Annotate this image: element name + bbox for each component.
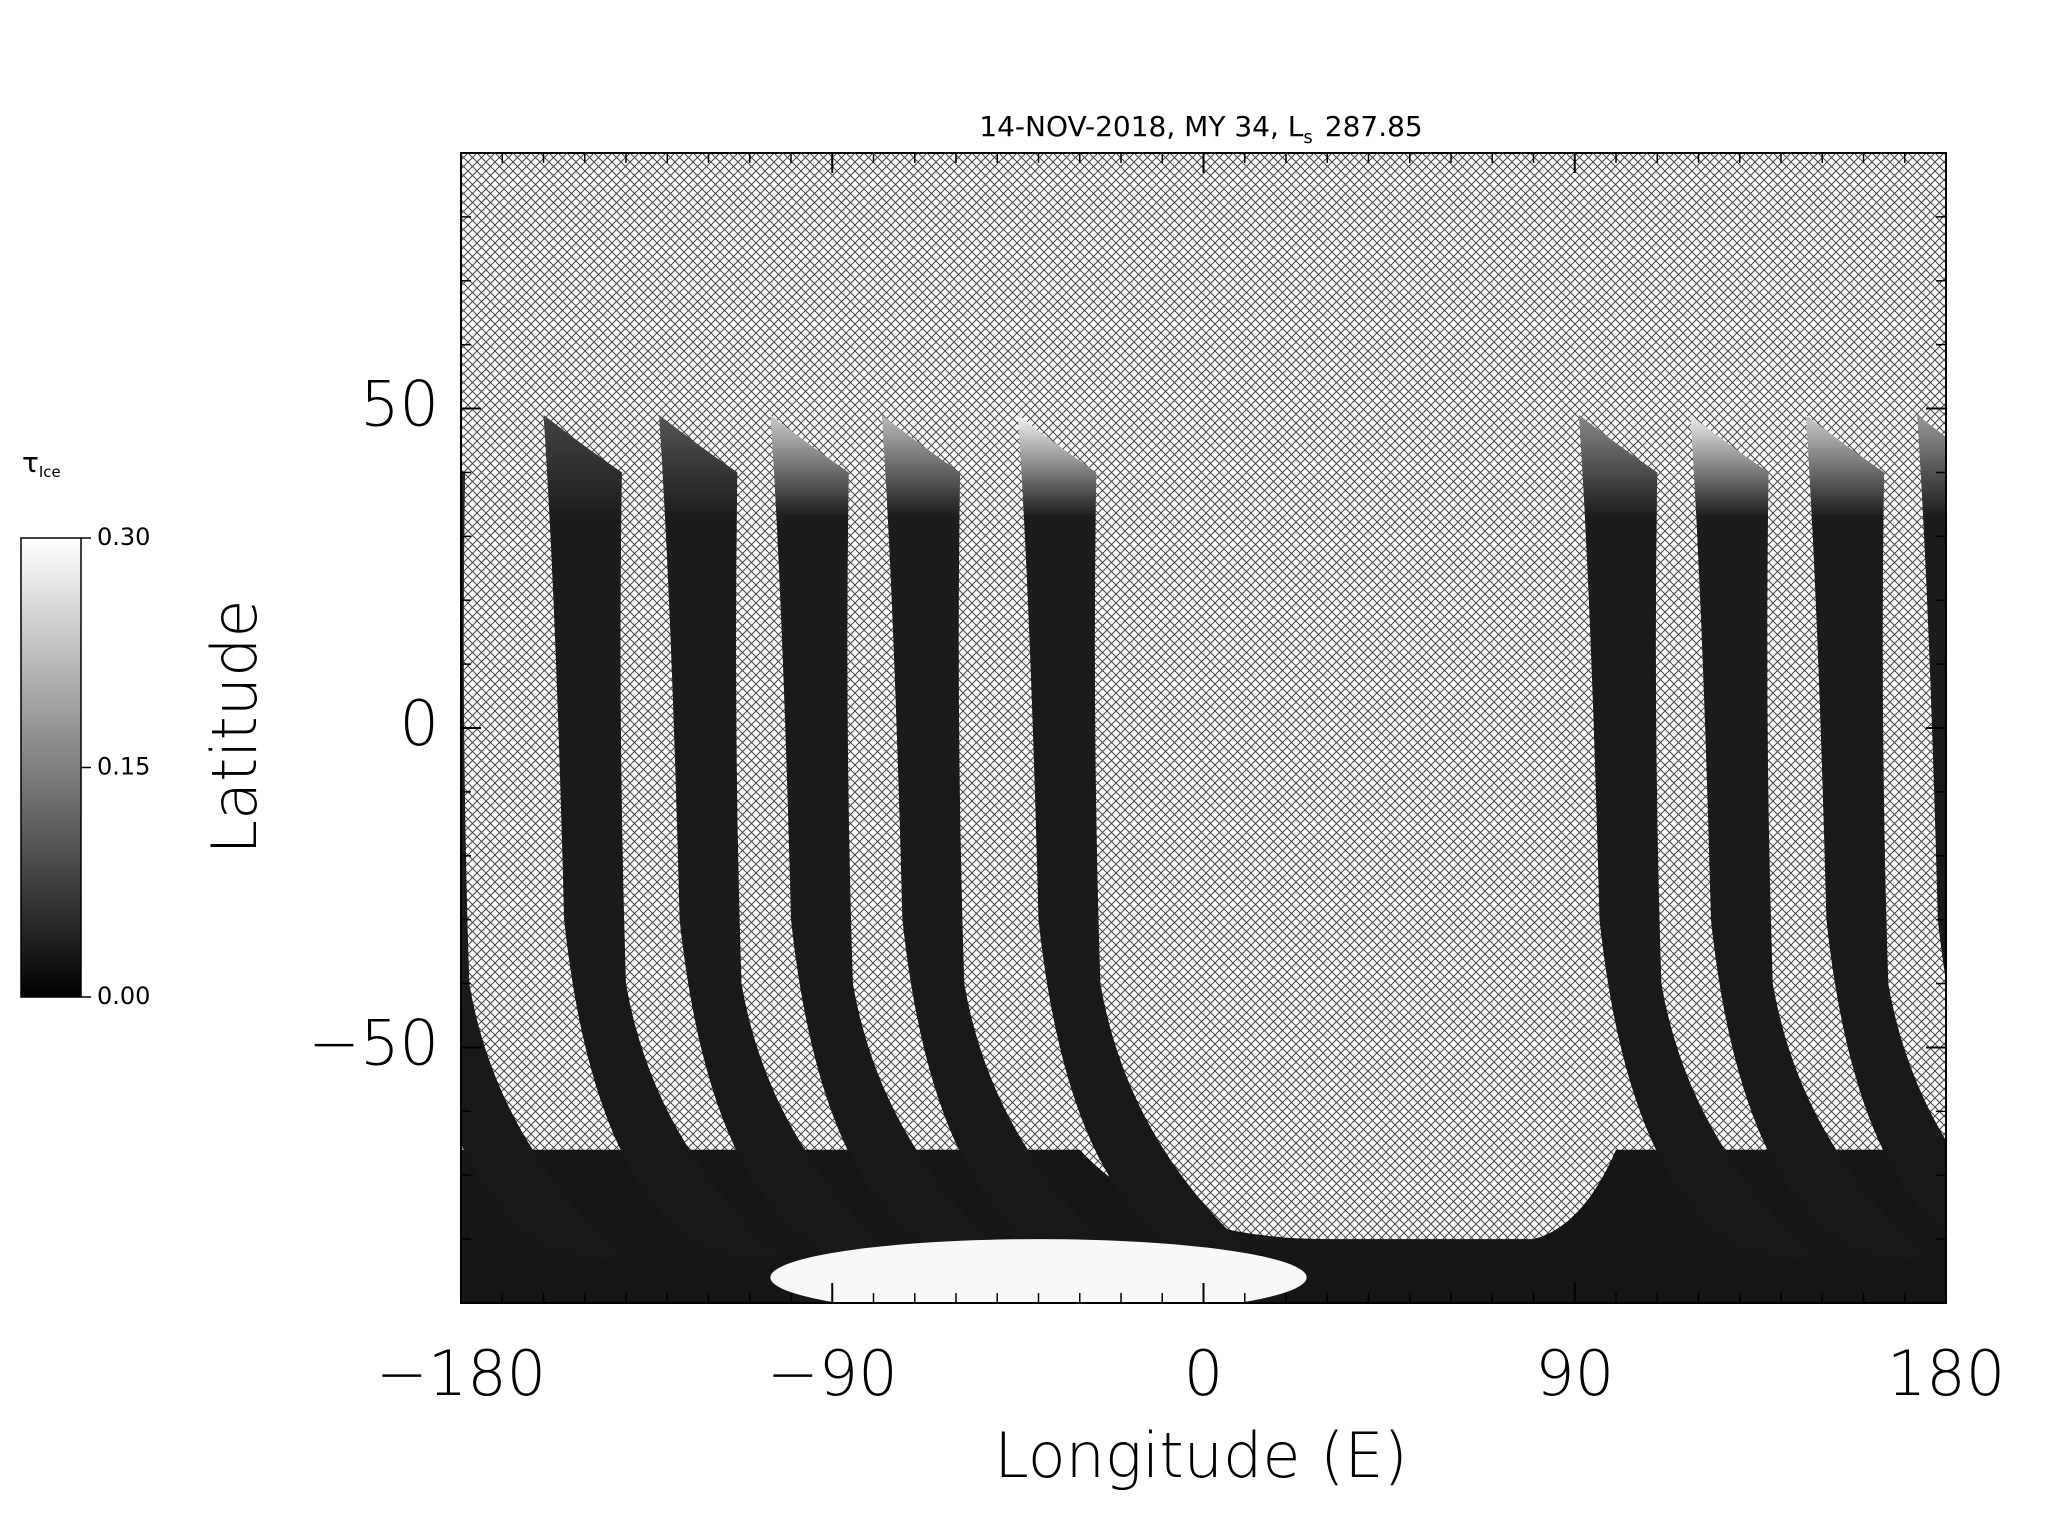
swath [1578, 414, 1827, 1265]
swath [1917, 414, 1946, 981]
swath [1690, 414, 1938, 1265]
colorbar-ticks: 0.00 0.15 0.30 [81, 523, 150, 1010]
title-main: 14-NOV-2018, MY 34, L [979, 110, 1303, 143]
title-suffix: 287.85 [1325, 110, 1423, 143]
swath [1805, 414, 1946, 1235]
swath [543, 414, 791, 1265]
x-tick-label: 90 [1535, 1337, 1614, 1410]
chart-title: 14-NOV-2018, MY 34, Ls 287.85 [979, 110, 1422, 148]
x-axis-label: Longitude (E) [994, 1419, 1407, 1492]
y-tick-label: 0 [400, 687, 439, 760]
ticks: −180 −90 0 90 180 −50 0 50 [308, 152, 2005, 1410]
colorbar-label: τIce [22, 446, 61, 481]
y-tick-label: −50 [308, 1006, 439, 1079]
colorbar-tick-label: 0.15 [97, 753, 150, 781]
y-tick-label: 50 [360, 368, 439, 441]
swath [1017, 414, 1266, 1265]
x-tick-label: 180 [1887, 1337, 2005, 1410]
swath [659, 414, 907, 1265]
x-tick-label: −90 [767, 1337, 898, 1410]
y-axis-label: Latitude [198, 599, 271, 854]
swath [881, 414, 1130, 1265]
x-tick-label: −180 [376, 1337, 546, 1410]
colorbar-subscript: Ice [39, 463, 61, 481]
colorbar-tick-label: 0.00 [97, 982, 150, 1010]
polar-ice [770, 1239, 1307, 1303]
title-subscript: s [1303, 127, 1312, 148]
title-text: 14-NOV-2018, MY 34, Ls 287.85 [979, 110, 1422, 148]
colorbar-symbol: τ [22, 446, 39, 479]
swath [770, 414, 1018, 1265]
swaths [461, 414, 1946, 1303]
colorbar-tick-label: 0.30 [97, 523, 150, 551]
colorbar [20, 537, 82, 998]
x-tick-label: 0 [1184, 1337, 1223, 1410]
